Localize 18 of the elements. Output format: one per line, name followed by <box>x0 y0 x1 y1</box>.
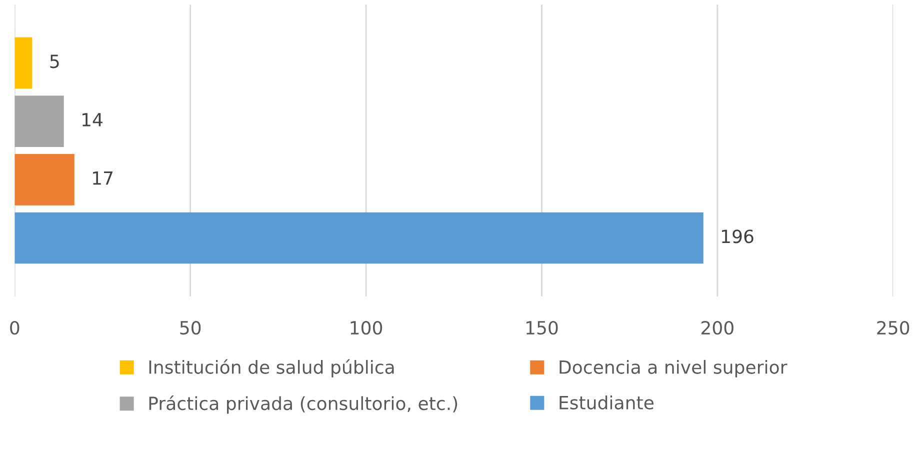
bar <box>14 96 64 147</box>
legend-label: Estudiante <box>560 395 654 410</box>
x-tick-label: 100 <box>350 320 382 335</box>
legend-label: Práctica privada (consultorio, etc.) <box>149 395 458 414</box>
bar <box>14 37 32 89</box>
data-label: 17 <box>93 171 112 185</box>
data-label: 196 <box>722 230 754 244</box>
x-tick-label: 250 <box>877 320 910 335</box>
legend-label: Docencia a nivel superior <box>560 360 788 378</box>
x-tick-label: 50 <box>180 320 201 335</box>
data-label: 14 <box>82 113 102 126</box>
x-tick-label: 150 <box>526 320 558 335</box>
bar <box>14 154 74 206</box>
data-label: 5 <box>50 54 59 68</box>
x-tick-label: 200 <box>702 320 734 335</box>
legend-label: Institución de salud pública <box>149 359 394 378</box>
bar <box>14 212 704 264</box>
x-tick-label: 0 <box>10 320 20 335</box>
